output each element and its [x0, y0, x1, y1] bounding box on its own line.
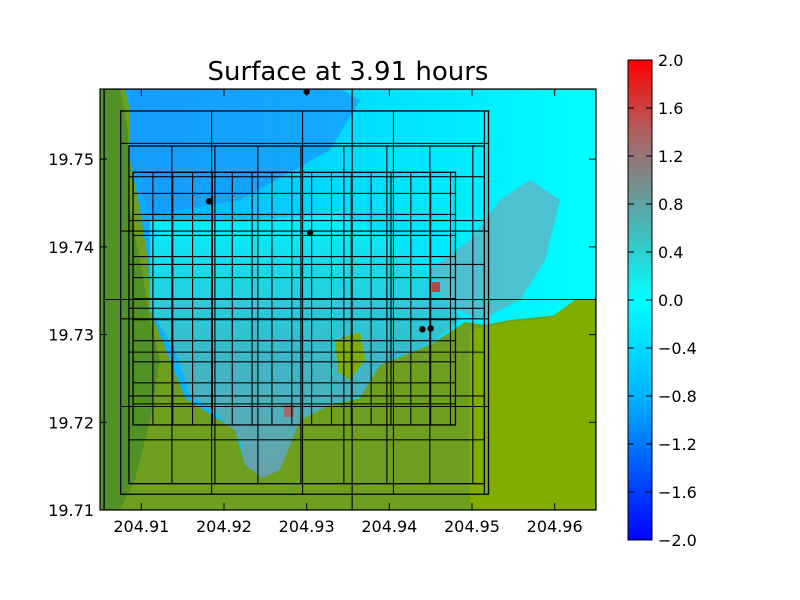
y-axis: 19.71 19.72 19.73 19.74 19.75 [48, 150, 596, 520]
y-tick-label: 19.72 [48, 413, 94, 432]
y-tick-label: 19.75 [48, 150, 94, 169]
x-axis: 204.91 204.92 204.93 204.94 204.95 204.96 [113, 89, 583, 536]
colorbar-tick-label: 0.8 [658, 195, 683, 214]
land-inlet [335, 332, 365, 380]
colorbar-tick-label: 1.2 [658, 147, 683, 166]
grid-patch-outline [120, 110, 490, 495]
amr-grid [103, 89, 596, 510]
plot-frame [99, 88, 597, 511]
colorbar-tick-label: −1.6 [658, 483, 697, 502]
ocean-plume [430, 180, 560, 320]
gauge-point [427, 325, 434, 332]
surface-hotspot-2 [284, 405, 294, 417]
gauge-point [205, 198, 213, 205]
plot-area [100, 89, 596, 510]
colorbar-tick-label: −1.2 [658, 435, 697, 454]
colorbar-tick-label: 0.4 [658, 243, 683, 262]
y-tick-label: 19.71 [48, 501, 94, 520]
bay-surface [150, 212, 462, 478]
x-tick-label: 204.91 [113, 517, 169, 536]
x-tick-label: 204.92 [196, 517, 252, 536]
colorbar-tick-label: −0.4 [658, 339, 697, 358]
x-tick-label: 204.95 [444, 517, 500, 536]
grid-patch-outline [128, 145, 486, 485]
chart-title: Surface at 3.91 hours [208, 57, 489, 87]
x-tick-label: 204.94 [361, 517, 417, 536]
colorbar-tick-label: 1.6 [658, 99, 683, 118]
colorbar-tick-label: 0.0 [658, 291, 683, 310]
gauge-point [419, 326, 426, 333]
x-tick-label: 204.96 [527, 517, 583, 536]
colorbar: 2.0 1.6 1.2 0.8 0.4 0.0 −0.4 −0.8 −1.2 −1.6 −2.0 [627, 51, 697, 550]
colorbar-tick-label: 2.0 [658, 51, 683, 70]
surface-hotspot [432, 282, 440, 292]
y-tick-label: 19.74 [48, 238, 94, 257]
y-tick-label: 19.73 [48, 326, 94, 345]
colorbar-tick-label: −0.8 [658, 387, 697, 406]
colorbar-ticks: 2.0 1.6 1.2 0.8 0.4 0.0 −0.4 −0.8 −1.2 −1.6 −2.0 [628, 51, 697, 550]
gauge-point [306, 229, 314, 237]
land-east [470, 300, 596, 510]
x-tick-label: 204.93 [279, 517, 335, 536]
colorbar-tick-label: −2.0 [658, 531, 697, 550]
